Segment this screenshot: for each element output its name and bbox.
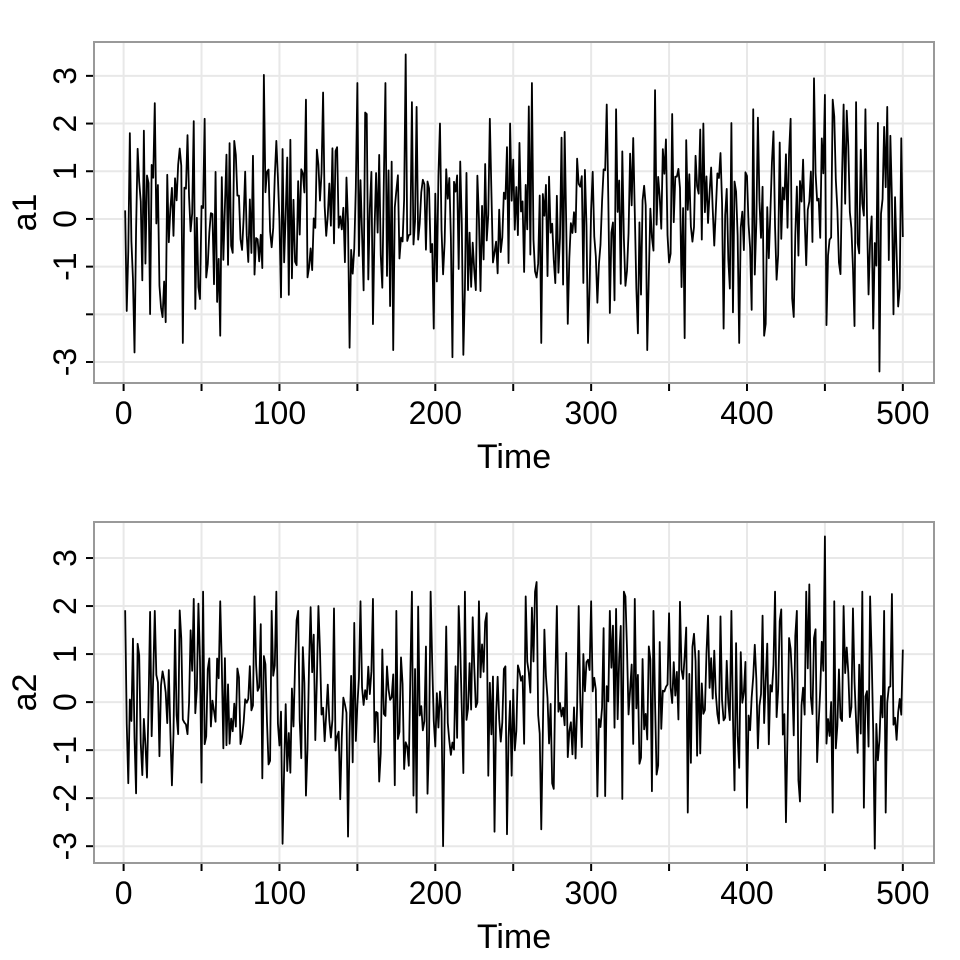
plot-area-a1: 0 100 200 300 400 500 3 2 1 0 -1 -3 [47, 41, 935, 431]
y-tick-label: -1 [47, 736, 83, 764]
plot-area-a2: 0 100 200 300 400 500 3 2 1 0 -1 -2 -3 [47, 521, 935, 911]
x-tick-label: 200 [409, 395, 462, 431]
y-tick-label: -1 [47, 252, 83, 280]
x-tick-label: 100 [253, 875, 306, 911]
y-tick-label: -3 [47, 832, 83, 860]
series-line-a2 [124, 535, 904, 850]
y-tick-label: 1 [47, 645, 83, 663]
time-series-chart-a2: 0 100 200 300 400 500 3 2 1 0 -1 -2 -3 Time a2 [6, 521, 935, 956]
x-tick-label: 500 [876, 395, 929, 431]
x-axis-title: Time [477, 438, 551, 476]
x-tick-label: 300 [564, 395, 617, 431]
x-tick-label: 200 [409, 875, 462, 911]
x-tick-label: 0 [115, 875, 133, 911]
y-tick-label: -2 [47, 784, 83, 812]
x-tick-label: 400 [720, 875, 773, 911]
y-tick-label: 3 [47, 549, 83, 567]
panel-border [93, 41, 935, 384]
x-tick-label: 0 [115, 395, 133, 431]
figure-a2: 0 100 200 300 400 500 3 2 1 0 -1 -2 -3 Time a2 [0, 480, 960, 960]
x-tick-label: 100 [253, 395, 306, 431]
x-tick-label: 400 [720, 395, 773, 431]
x-axis-title: Time [477, 918, 551, 956]
y-tick-label: 0 [47, 693, 83, 711]
x-tick-label: 300 [564, 875, 617, 911]
y-tick-label: 1 [47, 162, 83, 180]
y-tick-label: -3 [47, 348, 83, 376]
y-tick-label: 0 [47, 210, 83, 228]
y-tick-label: 3 [47, 67, 83, 85]
figure-a1: 0 100 200 300 400 500 3 2 1 0 -1 -3 Time a1 [6, 41, 935, 476]
y-tick-label: 2 [47, 597, 83, 615]
y-axis-title: a2 [6, 674, 44, 712]
y-tick-label: 2 [47, 115, 83, 133]
x-tick-label: 500 [876, 875, 929, 911]
series-line-a1 [124, 53, 904, 373]
panel-border [93, 521, 935, 864]
time-series-chart-a1: 0 100 200 300 400 500 3 2 1 0 -1 -3 Time a1 [6, 41, 935, 476]
y-axis-title: a1 [6, 194, 44, 232]
